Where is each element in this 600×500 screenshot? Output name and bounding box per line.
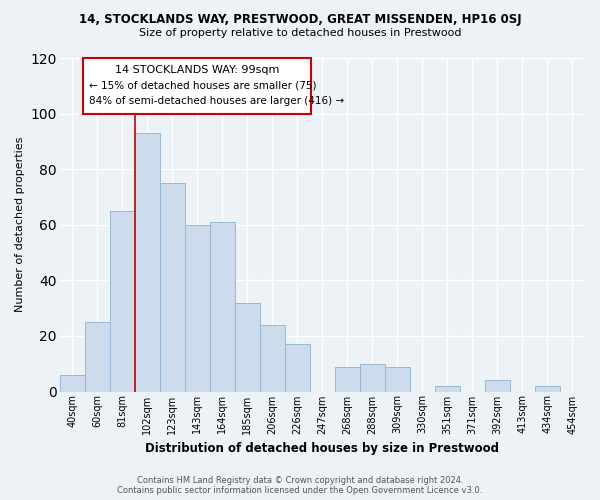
Bar <box>185 225 210 392</box>
Text: Contains HM Land Registry data © Crown copyright and database right 2024.
Contai: Contains HM Land Registry data © Crown c… <box>118 476 482 495</box>
Text: 84% of semi-detached houses are larger (416) →: 84% of semi-detached houses are larger (… <box>89 96 344 106</box>
Bar <box>385 366 410 392</box>
Bar <box>210 222 235 392</box>
Text: 14, STOCKLANDS WAY, PRESTWOOD, GREAT MISSENDEN, HP16 0SJ: 14, STOCKLANDS WAY, PRESTWOOD, GREAT MIS… <box>79 12 521 26</box>
Y-axis label: Number of detached properties: Number of detached properties <box>15 137 25 312</box>
Bar <box>160 183 185 392</box>
Text: ← 15% of detached houses are smaller (75): ← 15% of detached houses are smaller (75… <box>89 81 316 91</box>
Bar <box>260 325 285 392</box>
Bar <box>335 366 360 392</box>
Text: Size of property relative to detached houses in Prestwood: Size of property relative to detached ho… <box>139 28 461 38</box>
Text: 14 STOCKLANDS WAY: 99sqm: 14 STOCKLANDS WAY: 99sqm <box>115 65 280 75</box>
Bar <box>110 211 135 392</box>
Bar <box>135 133 160 392</box>
X-axis label: Distribution of detached houses by size in Prestwood: Distribution of detached houses by size … <box>145 442 499 455</box>
Bar <box>285 344 310 392</box>
Bar <box>85 322 110 392</box>
Bar <box>535 386 560 392</box>
Bar <box>435 386 460 392</box>
FancyBboxPatch shape <box>83 58 311 114</box>
Bar <box>360 364 385 392</box>
Bar <box>235 302 260 392</box>
Bar <box>485 380 510 392</box>
Bar <box>60 375 85 392</box>
